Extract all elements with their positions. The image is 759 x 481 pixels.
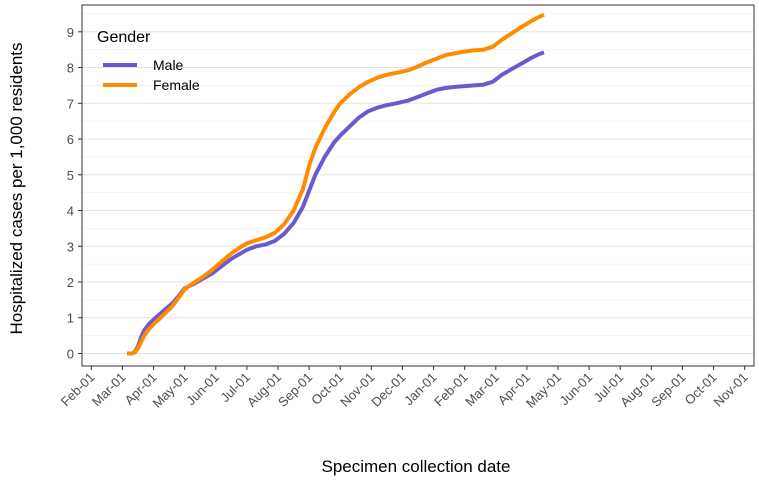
legend-items: Male Female: [103, 57, 200, 93]
legend-label-male: Male: [153, 57, 184, 73]
y-tick-label: 6: [67, 132, 74, 147]
y-tick-label: 5: [67, 168, 74, 183]
plot-border: [81, 4, 755, 367]
y-tick-label: 9: [67, 25, 74, 40]
y-axis: 0 1 2 3 4 5 6 7 8 9: [67, 25, 82, 361]
plot-area: [81, 4, 755, 367]
y-axis-title: Hospitalized cases per 1,000 residents: [7, 43, 26, 335]
y-tick-label: 8: [67, 61, 74, 76]
x-axis-title: Specimen collection date: [321, 457, 510, 476]
series-line-male: [127, 50, 545, 356]
legend-title: Gender: [97, 29, 151, 46]
y-tick-label: 1: [67, 311, 74, 326]
y-tick-label: 3: [67, 239, 74, 254]
series-line-female: [127, 12, 545, 356]
legend-label-female: Female: [153, 77, 200, 93]
grid-lines: [82, 13, 754, 354]
legend: Gender Male Female: [97, 29, 200, 93]
y-tick-label: 0: [67, 346, 74, 361]
y-tick-label: 2: [67, 275, 74, 290]
y-tick-label: 4: [67, 204, 74, 219]
y-tick-label: 7: [67, 96, 74, 111]
series-lines: [127, 12, 545, 356]
